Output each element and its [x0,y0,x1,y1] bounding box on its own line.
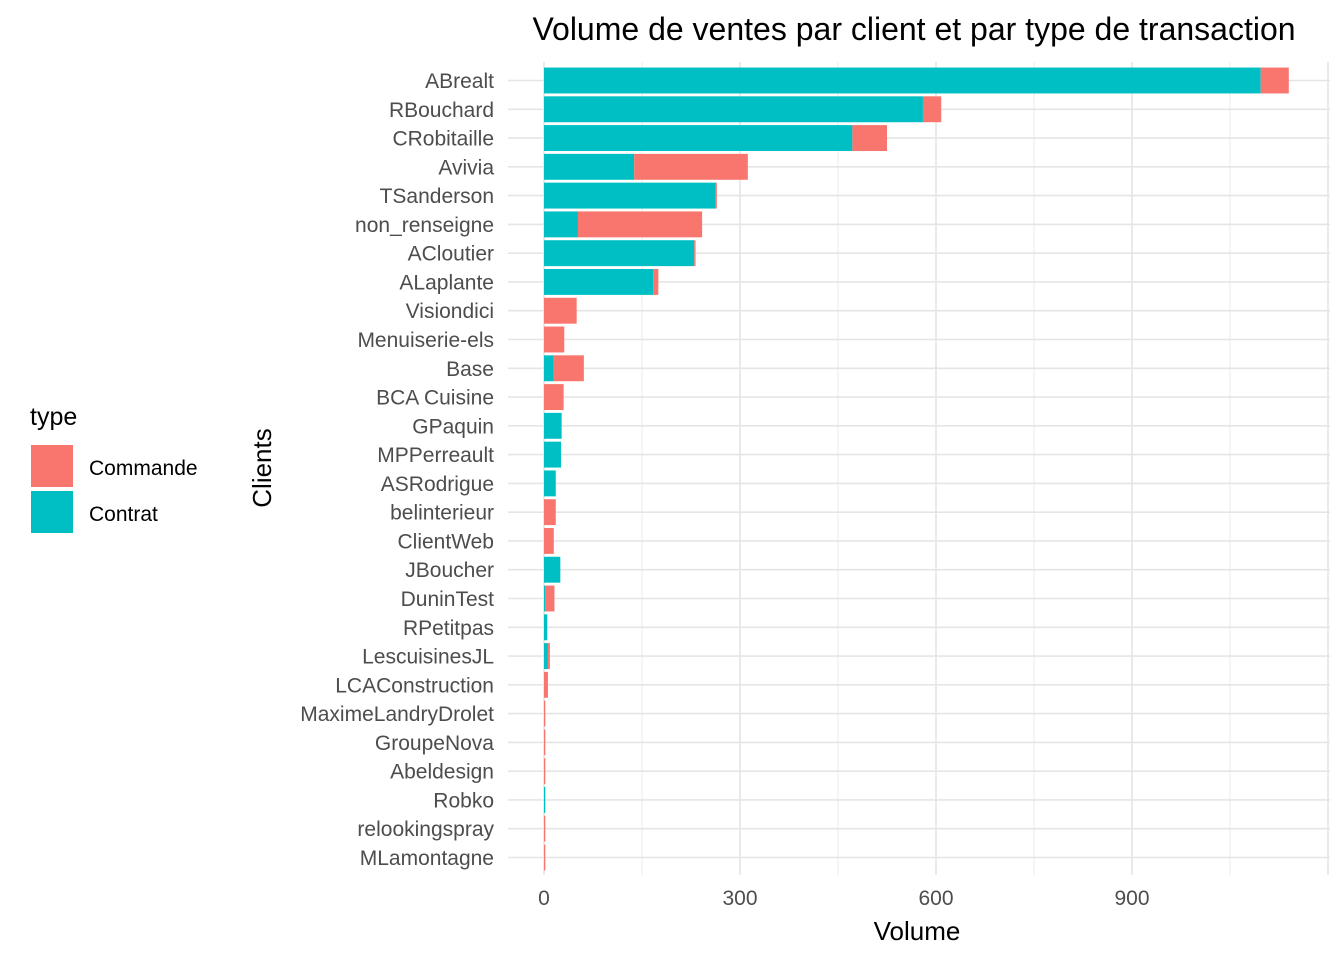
bar-commande-acloutier [694,240,696,267]
y-tick-label: ClientWeb [398,530,495,553]
bar-commande-tsanderson [715,182,717,209]
y-tick-label: MLamontagne [360,847,494,870]
y-tick-label: GPaquin [412,415,494,438]
bar-commande-lescuisinesjl [547,643,550,670]
y-tick-label: RPetitpas [403,617,494,640]
x-tick-label: 600 [918,887,953,910]
y-tick-label: RBouchard [389,99,494,122]
y-tick-label: TSanderson [380,185,494,208]
y-tick-label: DuninTest [401,588,495,611]
bar-contrat-avivia [544,153,635,180]
bar-commande-maximelandrydrolet [544,700,546,727]
bar-contrat-dunintest [544,585,546,612]
bar-commande-groupenova [544,729,546,756]
bar-contrat-lescuisinesjl [544,643,548,670]
bar-contrat-base [544,355,554,382]
bar-contrat-mpperreault [544,441,561,468]
bar-commande-bca-cuisine [544,384,564,411]
y-axis-title: Clients [247,428,277,507]
legend-key-commande [31,445,73,487]
y-tick-label: Robko [433,789,494,812]
y-tick-label: ACloutier [408,243,494,266]
x-tick-label: 300 [722,887,757,910]
bar-commande-abeldesign [544,758,546,785]
bar-contrat-asrodrigue [544,470,556,497]
bar-contrat-non-renseigne [544,211,578,238]
bar-commande-non-renseigne [577,211,703,238]
y-tick-label: MaximeLandryDrolet [300,703,494,726]
y-tick-label: MPPerreault [377,444,494,467]
bar-contrat-alaplante [544,268,654,295]
legend-title: type [30,403,77,431]
bar-contrat-tsanderson [544,182,716,209]
x-tick-label: 900 [1114,887,1149,910]
bar-commande-crobitaille [852,125,887,152]
bar-contrat-gpaquin [544,412,562,439]
bar-contrat-acloutier [544,240,695,267]
chart-title: Volume de ventes par client et par type … [532,11,1295,47]
y-tick-label: Menuiserie-els [357,329,494,352]
bar-commande-rbouchard [922,96,942,123]
bars [544,67,1289,871]
bar-commande-belinterieur [544,499,556,526]
y-tick-label: BCA Cuisine [376,387,494,410]
bar-contrat-jboucher [544,556,561,583]
x-tick-labels: 0 300 600 900 [538,887,1149,910]
y-tick-label: LCAConstruction [335,674,494,697]
y-tick-label: Base [446,358,494,381]
y-tick-label: JBoucher [405,559,494,582]
bar-commande-clientweb [544,527,554,554]
bar-commande-base [553,355,584,382]
bar-commande-lcaconstruction [544,671,548,698]
y-tick-label: belinterieur [390,502,494,525]
x-tick-label: 0 [538,887,550,910]
bar-commande-menuiserie-els [544,326,565,353]
y-tick-label: CRobitaille [392,128,494,151]
legend-key-contrat [31,491,73,533]
bar-commande-mlamontagne [544,844,546,871]
bar-commande-alaplante [653,268,659,295]
bar-commande-relookingspray [544,815,546,842]
bar-commande-dunintest [545,585,555,612]
bar-commande-visiondici [544,297,577,324]
y-tick-label: non_renseigne [355,214,494,237]
y-tick-label: Avivia [438,156,494,179]
y-tick-label: ALaplante [399,271,494,294]
y-tick-label: GroupeNova [375,732,494,755]
bar-contrat-abrealt [544,67,1261,94]
y-tick-label: ABrealt [425,70,494,93]
bar-contrat-rpetitpas [544,614,548,641]
bar-contrat-robko [544,786,546,813]
y-tick-label: Visiondici [406,300,494,323]
y-tick-label: Abeldesign [390,761,494,784]
legend-label-contrat: Contrat [89,503,158,526]
bar-commande-avivia [634,153,748,180]
y-tick-label: relookingspray [357,818,494,841]
legend-label-commande: Commande [89,457,198,480]
y-tick-label: ASRodrigue [381,473,494,496]
x-axis-title: Volume [874,916,961,946]
y-tick-labels: ABrealt RBouchard CRobitaille Avivia TSander… [300,70,494,870]
bar-contrat-crobitaille [544,125,853,152]
bar-commande-abrealt [1260,67,1289,94]
legend: type Commande Contrat [30,403,198,533]
bar-contrat-rbouchard [544,96,923,123]
y-tick-label: LescuisinesJL [362,646,494,669]
